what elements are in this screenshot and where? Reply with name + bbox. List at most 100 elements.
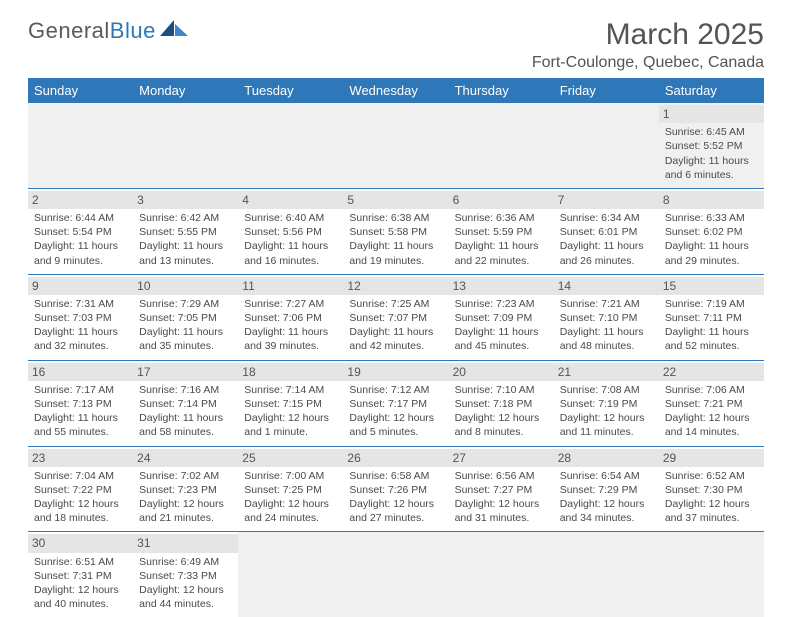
calendar-cell bbox=[449, 532, 554, 617]
logo-text-2: Blue bbox=[110, 18, 156, 44]
calendar-cell: 17Sunrise: 7:16 AMSunset: 7:14 PMDayligh… bbox=[133, 360, 238, 446]
calendar-cell bbox=[659, 532, 764, 617]
daylight-line: Daylight: 11 hours and 22 minutes. bbox=[455, 239, 548, 267]
sunset-line: Sunset: 7:33 PM bbox=[139, 569, 232, 583]
daylight-line: Daylight: 12 hours and 11 minutes. bbox=[560, 411, 653, 439]
calendar-cell: 20Sunrise: 7:10 AMSunset: 7:18 PMDayligh… bbox=[449, 360, 554, 446]
daylight-line: Daylight: 12 hours and 24 minutes. bbox=[244, 497, 337, 525]
weekday-header: Saturday bbox=[659, 78, 764, 103]
sunset-line: Sunset: 5:59 PM bbox=[455, 225, 548, 239]
weekday-header: Sunday bbox=[28, 78, 133, 103]
calendar-cell bbox=[343, 103, 448, 188]
daylight-line: Daylight: 11 hours and 45 minutes. bbox=[455, 325, 548, 353]
sunset-line: Sunset: 6:01 PM bbox=[560, 225, 653, 239]
daylight-line: Daylight: 11 hours and 42 minutes. bbox=[349, 325, 442, 353]
daylight-line: Daylight: 12 hours and 18 minutes. bbox=[34, 497, 127, 525]
sunrise-line: Sunrise: 7:25 AM bbox=[349, 297, 442, 311]
daylight-line: Daylight: 11 hours and 13 minutes. bbox=[139, 239, 232, 267]
day-number: 13 bbox=[449, 277, 554, 295]
daylight-line: Daylight: 11 hours and 29 minutes. bbox=[665, 239, 758, 267]
calendar-cell: 18Sunrise: 7:14 AMSunset: 7:15 PMDayligh… bbox=[238, 360, 343, 446]
sunrise-line: Sunrise: 6:51 AM bbox=[34, 555, 127, 569]
sunset-line: Sunset: 5:52 PM bbox=[665, 139, 758, 153]
day-number: 25 bbox=[238, 449, 343, 467]
sunrise-line: Sunrise: 6:40 AM bbox=[244, 211, 337, 225]
day-number: 23 bbox=[28, 449, 133, 467]
daylight-line: Daylight: 12 hours and 5 minutes. bbox=[349, 411, 442, 439]
sunrise-line: Sunrise: 6:42 AM bbox=[139, 211, 232, 225]
sunrise-line: Sunrise: 6:49 AM bbox=[139, 555, 232, 569]
daylight-line: Daylight: 12 hours and 44 minutes. bbox=[139, 583, 232, 611]
sunrise-line: Sunrise: 7:06 AM bbox=[665, 383, 758, 397]
sunrise-line: Sunrise: 7:14 AM bbox=[244, 383, 337, 397]
sunrise-line: Sunrise: 6:34 AM bbox=[560, 211, 653, 225]
daylight-line: Daylight: 11 hours and 9 minutes. bbox=[34, 239, 127, 267]
calendar-cell: 26Sunrise: 6:58 AMSunset: 7:26 PMDayligh… bbox=[343, 446, 448, 532]
sunrise-line: Sunrise: 7:08 AM bbox=[560, 383, 653, 397]
sunrise-line: Sunrise: 7:10 AM bbox=[455, 383, 548, 397]
daylight-line: Daylight: 11 hours and 6 minutes. bbox=[665, 154, 758, 182]
sunset-line: Sunset: 7:23 PM bbox=[139, 483, 232, 497]
sunrise-line: Sunrise: 6:52 AM bbox=[665, 469, 758, 483]
daylight-line: Daylight: 12 hours and 8 minutes. bbox=[455, 411, 548, 439]
calendar-cell: 11Sunrise: 7:27 AMSunset: 7:06 PMDayligh… bbox=[238, 274, 343, 360]
daylight-line: Daylight: 12 hours and 14 minutes. bbox=[665, 411, 758, 439]
day-number: 19 bbox=[343, 363, 448, 381]
day-number: 16 bbox=[28, 363, 133, 381]
calendar-cell: 28Sunrise: 6:54 AMSunset: 7:29 PMDayligh… bbox=[554, 446, 659, 532]
sunset-line: Sunset: 7:13 PM bbox=[34, 397, 127, 411]
title-block: March 2025 Fort-Coulonge, Quebec, Canada bbox=[532, 18, 764, 72]
sunset-line: Sunset: 7:15 PM bbox=[244, 397, 337, 411]
sunset-line: Sunset: 7:19 PM bbox=[560, 397, 653, 411]
sunset-line: Sunset: 7:06 PM bbox=[244, 311, 337, 325]
daylight-line: Daylight: 12 hours and 37 minutes. bbox=[665, 497, 758, 525]
sunset-line: Sunset: 7:07 PM bbox=[349, 311, 442, 325]
day-number: 31 bbox=[133, 534, 238, 552]
daylight-line: Daylight: 12 hours and 34 minutes. bbox=[560, 497, 653, 525]
daylight-line: Daylight: 12 hours and 21 minutes. bbox=[139, 497, 232, 525]
day-number: 4 bbox=[238, 191, 343, 209]
sunrise-line: Sunrise: 7:21 AM bbox=[560, 297, 653, 311]
sunrise-line: Sunrise: 6:33 AM bbox=[665, 211, 758, 225]
day-number: 7 bbox=[554, 191, 659, 209]
daylight-line: Daylight: 11 hours and 55 minutes. bbox=[34, 411, 127, 439]
day-number: 11 bbox=[238, 277, 343, 295]
sunrise-line: Sunrise: 7:17 AM bbox=[34, 383, 127, 397]
day-number: 21 bbox=[554, 363, 659, 381]
sunset-line: Sunset: 7:22 PM bbox=[34, 483, 127, 497]
sunset-line: Sunset: 5:55 PM bbox=[139, 225, 232, 239]
sunrise-line: Sunrise: 6:56 AM bbox=[455, 469, 548, 483]
day-number: 26 bbox=[343, 449, 448, 467]
sunrise-line: Sunrise: 6:58 AM bbox=[349, 469, 442, 483]
sunset-line: Sunset: 7:10 PM bbox=[560, 311, 653, 325]
sunset-line: Sunset: 7:05 PM bbox=[139, 311, 232, 325]
day-number: 5 bbox=[343, 191, 448, 209]
day-number: 14 bbox=[554, 277, 659, 295]
calendar-cell: 13Sunrise: 7:23 AMSunset: 7:09 PMDayligh… bbox=[449, 274, 554, 360]
sunset-line: Sunset: 7:03 PM bbox=[34, 311, 127, 325]
day-number: 17 bbox=[133, 363, 238, 381]
day-number: 10 bbox=[133, 277, 238, 295]
day-number: 3 bbox=[133, 191, 238, 209]
daylight-line: Daylight: 11 hours and 35 minutes. bbox=[139, 325, 232, 353]
sunset-line: Sunset: 6:02 PM bbox=[665, 225, 758, 239]
sunset-line: Sunset: 5:56 PM bbox=[244, 225, 337, 239]
calendar-cell: 6Sunrise: 6:36 AMSunset: 5:59 PMDaylight… bbox=[449, 188, 554, 274]
calendar-cell: 22Sunrise: 7:06 AMSunset: 7:21 PMDayligh… bbox=[659, 360, 764, 446]
calendar-cell: 8Sunrise: 6:33 AMSunset: 6:02 PMDaylight… bbox=[659, 188, 764, 274]
calendar-cell bbox=[554, 532, 659, 617]
sunset-line: Sunset: 7:27 PM bbox=[455, 483, 548, 497]
sunset-line: Sunset: 7:09 PM bbox=[455, 311, 548, 325]
day-number: 20 bbox=[449, 363, 554, 381]
sunrise-line: Sunrise: 7:04 AM bbox=[34, 469, 127, 483]
calendar-cell: 29Sunrise: 6:52 AMSunset: 7:30 PMDayligh… bbox=[659, 446, 764, 532]
weekday-header: Friday bbox=[554, 78, 659, 103]
calendar-cell: 3 Sunrise: 6:42 AMSunset: 5:55 PMDaylight… bbox=[133, 188, 238, 274]
calendar-cell bbox=[449, 103, 554, 188]
calendar-body: 1Sunrise: 6:45 AMSunset: 5:52 PMDaylight… bbox=[28, 103, 764, 617]
sunrise-line: Sunrise: 7:02 AM bbox=[139, 469, 232, 483]
day-number: 29 bbox=[659, 449, 764, 467]
day-number: 15 bbox=[659, 277, 764, 295]
calendar-cell: 24Sunrise: 7:02 AMSunset: 7:23 PMDayligh… bbox=[133, 446, 238, 532]
calendar-cell: 25Sunrise: 7:00 AMSunset: 7:25 PMDayligh… bbox=[238, 446, 343, 532]
